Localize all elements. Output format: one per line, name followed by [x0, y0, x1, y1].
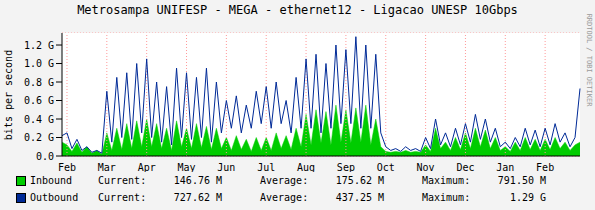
svg-text:Feb: Feb: [536, 162, 554, 172]
svg-text:0.8 G: 0.8 G: [24, 77, 54, 88]
svg-text:Mar: Mar: [98, 162, 116, 172]
html-text:1.29 G: 1.29 G: [509, 192, 546, 203]
html-text:Inbound: Inbound: [30, 175, 73, 186]
html-text:Average:: Average:: [260, 175, 309, 186]
svg-text:Apr: Apr: [138, 162, 156, 172]
svg-text:Dec: Dec: [456, 162, 474, 172]
svg-text:Jun: Jun: [217, 162, 235, 172]
svg-text:Oct: Oct: [377, 162, 395, 172]
html-text:727.62 M: 727.62 M: [173, 192, 222, 203]
svg-text:1.2 G: 1.2 G: [24, 40, 54, 51]
svg-text:Aug: Aug: [297, 162, 315, 172]
svg-text:Jul: Jul: [257, 162, 275, 172]
svg-text:May: May: [177, 162, 195, 172]
html-text:Average:: Average:: [260, 192, 309, 203]
svg-text:0.6 G: 0.6 G: [24, 95, 54, 106]
svg-text:0.4 G: 0.4 G: [24, 114, 54, 125]
html-text:175.62 M: 175.62 M: [335, 175, 384, 186]
html-text:Current:: Current:: [98, 192, 147, 203]
svg-text:Jan: Jan: [496, 162, 514, 172]
svg-text:0.2 G: 0.2 G: [24, 132, 54, 143]
html-text:Metrosampa UNIFESP - MEGA - et: Metrosampa UNIFESP - MEGA - ethernet12 -…: [77, 3, 518, 17]
html-text:437.25 M: 437.25 M: [335, 192, 384, 203]
html-text:RRDTOOL / TOBI OETIKER: RRDTOOL / TOBI OETIKER: [585, 13, 593, 107]
html-text:Outbound: Outbound: [30, 192, 79, 203]
svg-text:0.0: 0.0: [36, 151, 54, 162]
html-text:Current:: Current:: [98, 175, 147, 186]
html-text:Maximum:: Maximum:: [422, 192, 471, 203]
html-text:bits per second: bits per second: [2, 49, 14, 141]
html-text:Maximum:: Maximum:: [422, 175, 471, 186]
html-text:791.50 M: 791.50 M: [497, 175, 546, 186]
svg-text:Sep: Sep: [337, 162, 355, 172]
svg-text:Feb: Feb: [58, 162, 76, 172]
svg-text:1.0 G: 1.0 G: [24, 58, 54, 69]
svg-text:Nov: Nov: [417, 162, 435, 172]
html-text:146.76 M: 146.76 M: [173, 175, 222, 186]
